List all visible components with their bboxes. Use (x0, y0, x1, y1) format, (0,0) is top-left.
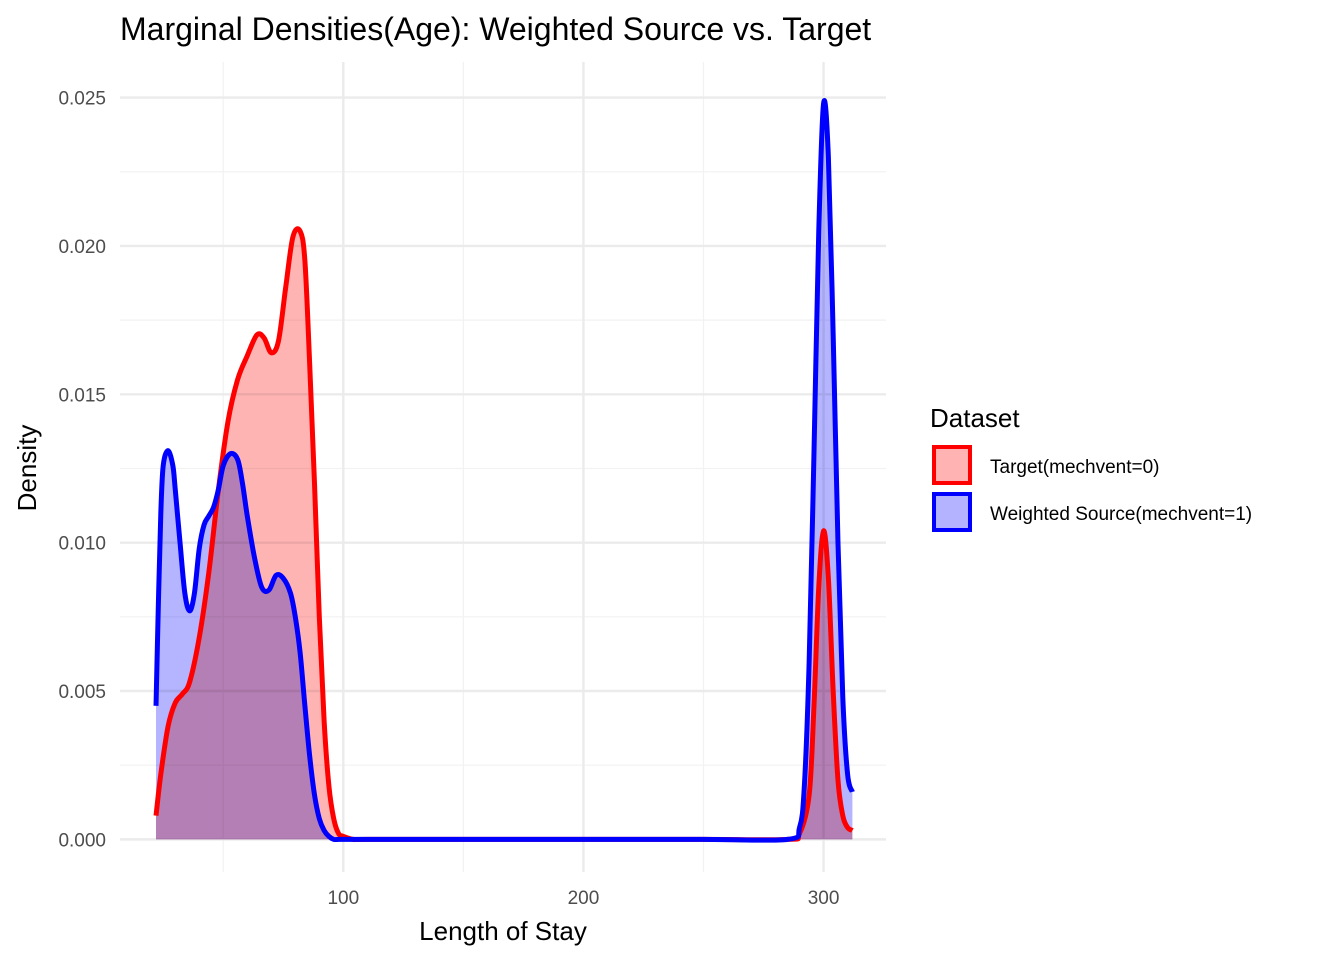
density-lines (153, 98, 855, 843)
legend-item: Weighted Source(mechvent=1) (932, 492, 1252, 532)
density-fills (156, 100, 853, 841)
series-2-line (153, 98, 855, 843)
y-tick-label: 0.005 (58, 682, 106, 703)
series-2-area (156, 100, 853, 841)
legend-swatch (932, 492, 972, 532)
y-axis-title: Density (12, 425, 42, 512)
y-tick-label: 0.015 (58, 385, 106, 406)
legend-label: Weighted Source(mechvent=1) (990, 504, 1252, 525)
x-axis-ticks: 100 200 300 (327, 888, 839, 909)
density-series (153, 98, 855, 843)
y-axis-ticks: 0.000 0.005 0.010 0.015 0.020 0.025 (58, 89, 106, 852)
y-tick-label: 0.000 (58, 830, 106, 851)
legend-title: Dataset (930, 403, 1020, 433)
legend: Dataset Target(mechvent=0) Weighted Sourc… (930, 403, 1252, 532)
y-tick-label: 0.025 (58, 89, 106, 110)
y-tick-label: 0.010 (58, 534, 106, 555)
x-tick-label: 200 (568, 888, 600, 909)
y-tick-label: 0.020 (58, 237, 106, 258)
x-axis-title: Length of Stay (419, 916, 587, 946)
x-tick-label: 300 (808, 888, 840, 909)
series-1-line (153, 226, 854, 843)
x-tick-label: 100 (327, 888, 359, 909)
legend-item: Target(mechvent=0) (932, 445, 1160, 485)
chart-title: Marginal Densities(Age): Weighted Source… (120, 11, 871, 47)
legend-label: Target(mechvent=0) (990, 457, 1160, 478)
legend-swatch (932, 445, 972, 485)
